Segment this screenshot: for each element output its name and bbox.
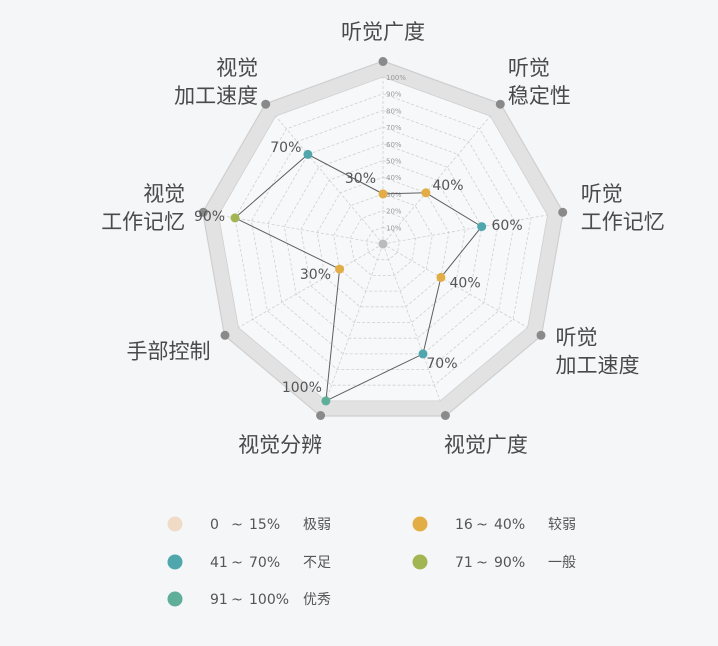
grid-spoke — [382, 243, 441, 402]
legend-name: 优秀 — [303, 592, 331, 608]
axis-end-dot — [378, 57, 388, 66]
axis-end-dot — [316, 411, 326, 420]
legend-swatch — [167, 591, 183, 607]
tick-label: 100% — [386, 74, 406, 82]
grid-spoke — [275, 115, 384, 245]
grid-spoke — [238, 243, 384, 328]
data-point — [230, 213, 240, 223]
legend-to: 15% — [249, 517, 280, 533]
legend-from: 16 — [455, 517, 473, 533]
legend-swatch — [412, 516, 428, 532]
value-label: 90% — [194, 209, 225, 225]
legend-separator: ~ — [231, 517, 243, 533]
legend-from: 0 — [210, 517, 219, 533]
axis-end-dot — [495, 99, 505, 109]
grid-spoke — [382, 214, 548, 245]
legend-from: 41 — [210, 555, 228, 571]
legend-separator: ~ — [476, 555, 488, 571]
grid-spoke — [218, 214, 384, 245]
data-point — [303, 149, 313, 159]
legend-from: 91 — [210, 592, 228, 608]
tick-label: 70% — [386, 124, 402, 132]
grid-ring — [218, 76, 548, 402]
value-label: 40% — [432, 178, 463, 194]
axis-label: 视觉分辨 — [238, 433, 322, 457]
grid-ring — [250, 109, 516, 370]
legend-swatch — [167, 516, 183, 532]
data-point — [378, 189, 388, 199]
axis-label: 视觉广度 — [444, 433, 528, 457]
axis-label: 工作记忆 — [101, 210, 185, 234]
grid-ring — [366, 226, 400, 261]
axis-label: 视觉 — [216, 56, 258, 80]
center-dot — [378, 239, 388, 249]
axis-label: 稳定性 — [508, 84, 571, 108]
axis-end-dot — [536, 330, 546, 340]
data-point — [335, 264, 345, 274]
tick-label: 20% — [386, 208, 402, 216]
grid-spoke — [325, 243, 384, 402]
axis-label: 听觉广度 — [341, 20, 425, 44]
legend-to: 100% — [249, 592, 289, 608]
data-point — [418, 349, 428, 359]
axis-label: 加工速度 — [556, 354, 640, 378]
legend-separator: ~ — [231, 592, 243, 608]
tick-label: 30% — [386, 191, 402, 199]
tick-label: 50% — [386, 158, 402, 166]
grid-ring — [234, 93, 532, 386]
legend-name: 一般 — [548, 555, 576, 571]
tick-label: 90% — [386, 91, 402, 99]
legend-swatch — [412, 554, 428, 570]
legend-name: 较弱 — [548, 517, 576, 533]
data-point — [421, 188, 431, 198]
legend-to: 90% — [494, 555, 525, 571]
grid-ring — [300, 160, 466, 323]
grid-ring — [349, 210, 417, 276]
data-point — [436, 272, 446, 282]
value-label: 70% — [426, 356, 457, 372]
tick-label: 40% — [386, 174, 402, 182]
axis-label: 视觉 — [143, 182, 185, 206]
data-point — [321, 396, 331, 406]
axis-label: 手部控制 — [127, 340, 211, 364]
axis-label: 工作记忆 — [581, 210, 665, 234]
value-label: 30% — [345, 171, 376, 187]
axis-label: 加工速度 — [174, 84, 258, 108]
value-label: 30% — [300, 267, 331, 283]
axis-end-dot — [261, 99, 271, 109]
axis-label: 听觉 — [581, 182, 623, 206]
data-point — [477, 222, 487, 232]
axis-label: 听觉 — [508, 56, 550, 80]
value-label: 40% — [450, 275, 481, 291]
legend-name: 不足 — [303, 555, 331, 571]
legend-from: 71 — [455, 555, 473, 571]
axis-label: 听觉 — [556, 326, 598, 350]
grid-ring — [333, 193, 433, 292]
axis-end-dot — [440, 411, 450, 420]
legend-separator: ~ — [476, 517, 488, 533]
grid-ring — [283, 143, 483, 339]
legend-swatch — [167, 554, 183, 570]
legend-name: 极弱 — [303, 517, 331, 533]
axis-end-dot — [558, 207, 568, 217]
tick-label: 80% — [386, 107, 402, 115]
axis-end-dot — [198, 207, 208, 217]
axis-end-dot — [220, 330, 230, 340]
tick-label: 10% — [386, 224, 402, 232]
grid-spoke — [382, 115, 491, 245]
legend-separator: ~ — [231, 555, 243, 571]
grid-spoke — [382, 243, 528, 328]
value-label: 100% — [282, 380, 322, 396]
data-series-line — [234, 153, 483, 402]
value-label: 60% — [492, 218, 523, 234]
legend-to: 40% — [494, 517, 525, 533]
value-label: 70% — [270, 140, 301, 156]
legend-to: 70% — [249, 555, 280, 571]
grid-ring — [316, 176, 450, 308]
tick-label: 60% — [386, 141, 402, 149]
